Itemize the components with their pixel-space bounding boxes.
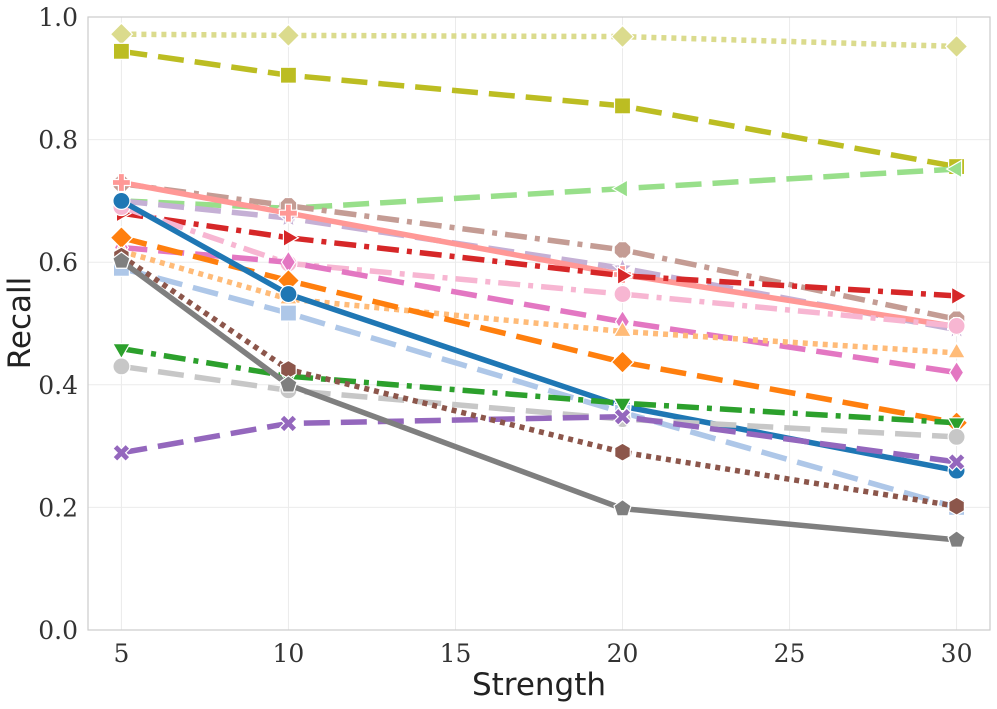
series-line	[121, 48, 958, 170]
series-s18	[112, 251, 966, 548]
series-line	[121, 244, 958, 376]
data-point	[613, 407, 632, 427]
series-s7	[115, 203, 968, 306]
series-line	[120, 179, 958, 330]
data-point	[112, 191, 131, 210]
y-axis-title: Recall	[2, 277, 38, 370]
data-point	[947, 530, 966, 548]
series-line	[121, 31, 957, 50]
data-point	[112, 357, 131, 376]
data-point	[944, 34, 969, 59]
series-layer	[109, 22, 969, 548]
x-tick-label: 20	[607, 639, 639, 668]
data-point	[276, 23, 301, 48]
data-point	[945, 159, 963, 179]
series-line	[120, 235, 958, 426]
data-point	[279, 66, 298, 84]
data-point	[946, 341, 967, 359]
data-point	[950, 286, 968, 306]
data-point	[613, 284, 632, 304]
series-line	[120, 413, 957, 465]
data-point	[278, 203, 298, 223]
x-tick-label: 5	[113, 639, 129, 668]
data-point	[947, 452, 966, 472]
data-point	[946, 417, 967, 435]
x-axis-title: Strength	[472, 667, 606, 703]
data-point	[111, 172, 132, 193]
data-point	[947, 427, 966, 447]
data-point	[616, 266, 634, 286]
y-tick-label: 1.0	[38, 3, 78, 32]
data-point	[112, 42, 131, 60]
data-point	[610, 350, 635, 374]
x-tick-label: 30	[941, 639, 973, 668]
series-line	[120, 265, 958, 511]
series-line	[120, 248, 957, 356]
series-line	[121, 180, 958, 322]
data-point	[947, 316, 966, 336]
y-tick-label: 0.8	[38, 126, 78, 155]
x-tick-label: 10	[273, 639, 305, 668]
plot-frame	[87, 16, 991, 631]
data-point	[612, 397, 633, 415]
data-point	[948, 360, 965, 385]
data-point	[112, 251, 131, 269]
x-tick-label: 25	[774, 639, 806, 668]
data-point	[279, 414, 298, 433]
data-point	[111, 343, 132, 360]
data-point	[279, 375, 298, 393]
data-point	[611, 178, 629, 199]
data-point	[612, 320, 633, 338]
series-line	[120, 204, 957, 329]
series-line	[119, 253, 958, 509]
series-line	[119, 258, 957, 543]
data-point	[613, 240, 632, 259]
data-point	[613, 97, 632, 115]
y-tick-label: 0.2	[38, 493, 78, 522]
data-point	[282, 228, 300, 248]
series-line	[121, 166, 957, 212]
data-point	[613, 498, 632, 517]
y-tick-label: 0.4	[38, 371, 78, 400]
data-point	[610, 24, 635, 49]
data-point	[279, 304, 298, 322]
y-tick-label: 0.0	[38, 616, 78, 645]
tick-labels: 5 10 15 20 25 30 0.0 0.2 0.4 0.6 0.8 1.0	[38, 3, 972, 668]
y-tick-label: 0.6	[38, 248, 78, 277]
data-point	[279, 284, 298, 304]
series-s1	[109, 22, 969, 59]
x-tick-label: 15	[440, 639, 472, 668]
series-line	[121, 363, 957, 440]
series-s16	[112, 407, 966, 472]
data-point	[614, 442, 631, 462]
data-point	[948, 496, 965, 516]
data-point	[112, 443, 131, 463]
